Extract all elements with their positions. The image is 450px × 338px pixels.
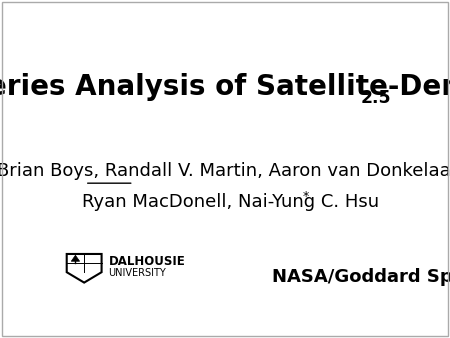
Text: NASA/Goddard Space Flight Ctr*: NASA/Goddard Space Flight Ctr* xyxy=(273,268,450,286)
Polygon shape xyxy=(67,254,102,283)
Text: Ryan MacDonell, Nai-Yung C. Hsu: Ryan MacDonell, Nai-Yung C. Hsu xyxy=(82,193,379,211)
Text: UNIVERSITY: UNIVERSITY xyxy=(108,268,166,279)
Text: Brian Boys, Randall V. Martin, Aaron van Donkelaar,: Brian Boys, Randall V. Martin, Aaron van… xyxy=(0,162,450,180)
Text: Time Series Analysis of Satellite-Derived PM: Time Series Analysis of Satellite-Derive… xyxy=(0,73,450,101)
Text: 2.5: 2.5 xyxy=(360,89,391,107)
Text: DALHOUSIE: DALHOUSIE xyxy=(108,255,185,268)
Text: *: * xyxy=(302,190,309,203)
Polygon shape xyxy=(71,255,80,261)
